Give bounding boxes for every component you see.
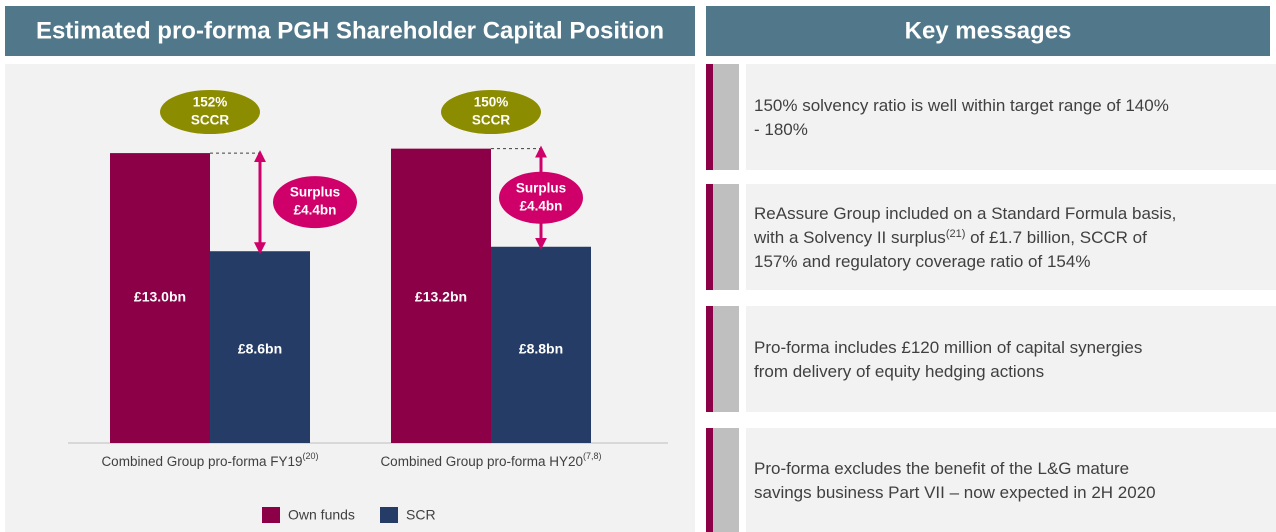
x-tick-label: Combined Group pro-forma HY20(7,8)	[380, 451, 601, 468]
message-accent	[706, 64, 713, 170]
surplus-label: Surplus	[516, 180, 566, 195]
message-accent	[706, 428, 713, 532]
message-text: Pro-forma excludes the benefit of the L&…	[754, 459, 1129, 478]
message-box	[746, 428, 1276, 532]
right-header	[706, 6, 1270, 56]
surplus-label: Surplus	[290, 185, 340, 200]
message-text: from delivery of equity hedging actions	[754, 362, 1044, 381]
bar	[491, 246, 591, 443]
legend-label: SCR	[406, 507, 436, 523]
ratio-badge	[441, 90, 541, 134]
ratio-label: 152%	[193, 95, 228, 110]
bar	[391, 148, 491, 443]
value-label: £13.0bn	[134, 289, 186, 305]
message-line: - 180%	[754, 120, 808, 139]
message-tab	[713, 64, 739, 170]
x-tick-label: Combined Group pro-forma FY19(20)	[101, 451, 318, 468]
message-text: 150% solvency ratio is well within targe…	[754, 96, 1169, 115]
message-accent	[706, 184, 713, 290]
legend-swatch	[262, 507, 280, 523]
message-tab	[713, 306, 739, 412]
surplus-badge	[499, 171, 583, 224]
category-text: Combined Group pro-forma FY19	[101, 454, 302, 469]
ratio-label: SCCR	[472, 113, 511, 128]
message-accent	[706, 306, 713, 412]
ratio-badge	[160, 90, 260, 134]
ratio-label: 150%	[474, 95, 509, 110]
category-superscript: (20)	[303, 451, 319, 461]
message-text: 157% and regulatory coverage ratio of 15…	[754, 252, 1090, 271]
message-box	[746, 64, 1276, 170]
message-tab	[713, 428, 739, 532]
message-line: 150% solvency ratio is well within targe…	[754, 96, 1169, 115]
value-label: £8.8bn	[519, 341, 563, 357]
message-box	[746, 184, 1276, 290]
message-text: savings business Part VII – now expected…	[754, 483, 1156, 502]
message-text: with a Solvency II surplus	[753, 228, 946, 247]
message-box	[746, 306, 1276, 412]
left-header	[5, 6, 695, 56]
message-line: 157% and regulatory coverage ratio of 15…	[754, 252, 1090, 271]
message-text: Pro-forma includes £120 million of capit…	[754, 338, 1142, 357]
message-line: with a Solvency II surplus(21) of £1.7 b…	[753, 228, 1147, 247]
message-line: savings business Part VII – now expected…	[754, 483, 1156, 502]
value-label: £8.6bn	[238, 341, 282, 357]
ratio-label: SCCR	[191, 113, 230, 128]
legend-swatch	[380, 507, 398, 523]
message-text: ReAssure Group included on a Standard Fo…	[754, 204, 1176, 223]
message-superscript: (21)	[946, 228, 966, 240]
message-line: Pro-forma includes £120 million of capit…	[754, 338, 1142, 357]
message-text: - 180%	[754, 120, 808, 139]
bar	[210, 251, 310, 443]
message-line: Pro-forma excludes the benefit of the L&…	[754, 459, 1129, 478]
surplus-badge	[273, 176, 357, 229]
message-text: of £1.7 billion, SCCR of	[965, 228, 1147, 247]
left-title: Estimated pro-forma PGH Shareholder Capi…	[36, 17, 664, 44]
bar	[110, 153, 210, 443]
surplus-label: £4.4bn	[520, 198, 563, 213]
right-title: Key messages	[905, 17, 1072, 44]
message-tab	[713, 184, 739, 290]
surplus-label: £4.4bn	[294, 203, 337, 218]
legend-label: Own funds	[288, 507, 355, 523]
message-line: from delivery of equity hedging actions	[754, 362, 1044, 381]
category-text: Combined Group pro-forma HY20	[380, 454, 583, 469]
category-superscript: (7,8)	[583, 451, 602, 461]
message-line: ReAssure Group included on a Standard Fo…	[754, 204, 1176, 223]
value-label: £13.2bn	[415, 289, 467, 305]
